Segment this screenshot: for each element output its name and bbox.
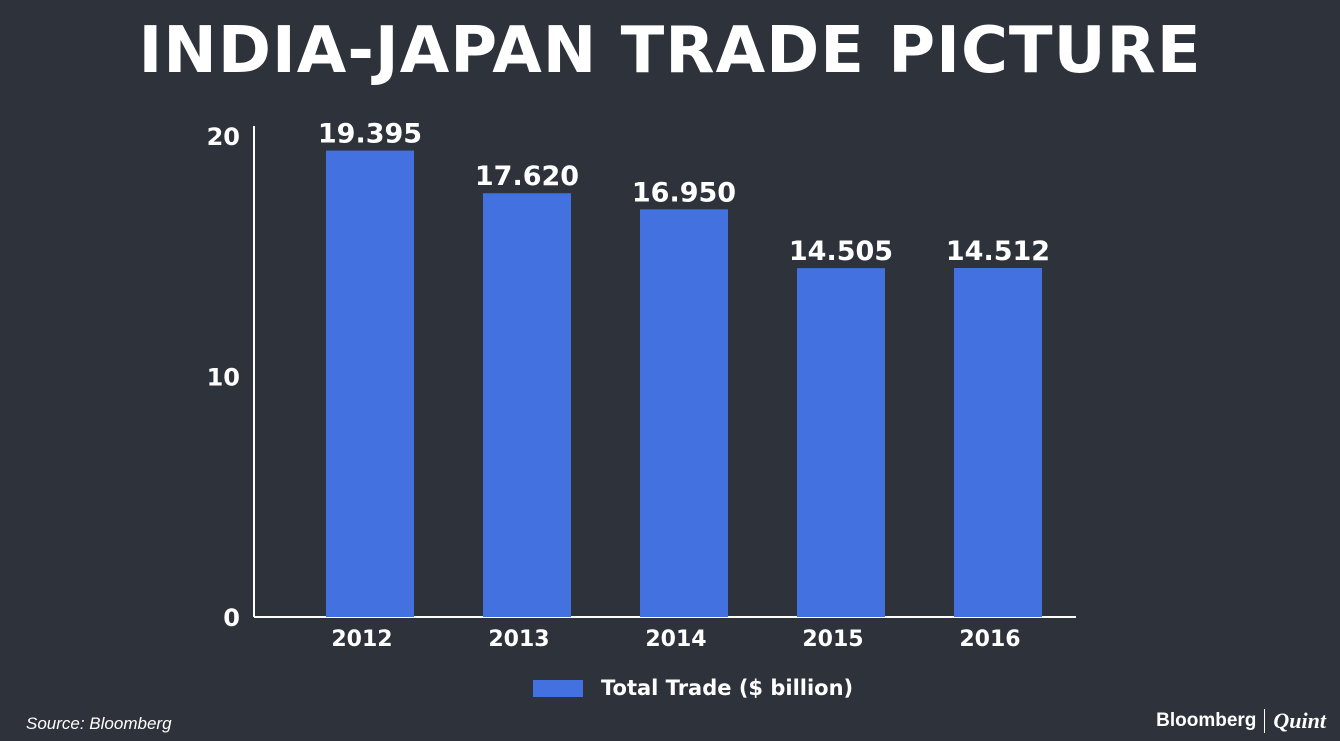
data-label-2016: 14.512 (946, 236, 1050, 267)
y-tick-label: 10 (207, 364, 240, 392)
legend: Total Trade ($ billion) (533, 676, 853, 700)
x-tick-labels: 2012 2013 2014 2015 2016 (331, 627, 1020, 652)
data-label-2014: 16.950 (632, 177, 736, 208)
brand-divider (1264, 709, 1266, 733)
brand-quint: Quint (1273, 708, 1326, 733)
data-label-2012: 19.395 (318, 119, 422, 150)
x-tick-2015: 2015 (802, 627, 863, 652)
data-label-2015: 14.505 (789, 236, 893, 267)
x-tick-2014: 2014 (645, 627, 706, 652)
brand-bloomberg: Bloomberg (1156, 710, 1257, 731)
legend-label: Total Trade ($ billion) (601, 676, 854, 700)
x-tick-2016: 2016 (959, 627, 1020, 652)
chart-title: INDIA-JAPAN TRADE PICTURE (138, 14, 1202, 88)
bars (326, 150, 1042, 618)
bar-2012 (326, 150, 414, 618)
y-tick-label: 20 (207, 123, 240, 151)
data-labels: 19.395 17.620 16.950 14.505 14.512 (318, 119, 1050, 268)
x-tick-2012: 2012 (331, 627, 392, 652)
y-tick-labels: 0 10 20 (207, 123, 240, 632)
source-note: Source: Bloomberg (26, 714, 172, 733)
bar-2015 (797, 268, 885, 617)
brand-logo: Bloomberg Quint (1156, 708, 1326, 734)
bar-2014 (640, 209, 728, 618)
bar-2016 (954, 267, 1042, 617)
bar-chart: 0 10 20 19.395 17.620 16.950 14.505 14.512 201… (207, 119, 1076, 652)
y-tick-label: 0 (223, 604, 240, 632)
x-tick-2013: 2013 (488, 627, 549, 652)
legend-swatch (533, 679, 583, 697)
data-label-2013: 17.620 (475, 161, 579, 192)
bar-2013 (483, 193, 571, 617)
